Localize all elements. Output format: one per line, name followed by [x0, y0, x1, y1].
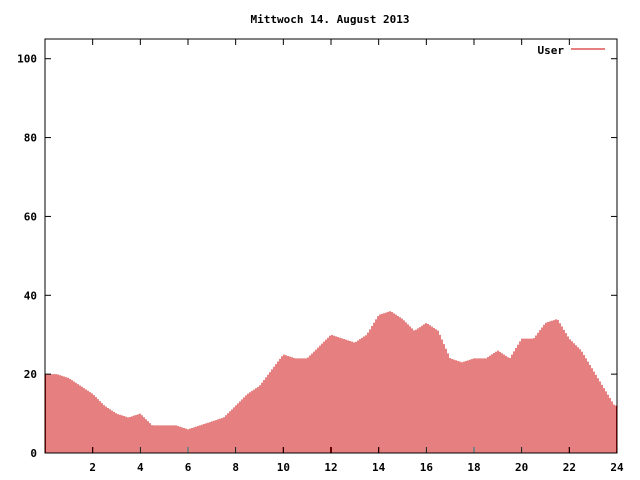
x-tick-label: 12 — [324, 461, 337, 474]
x-tick-label: 18 — [467, 461, 480, 474]
y-tick-label: 40 — [24, 289, 37, 302]
y-axis: 0 20 40 60 80 100 — [17, 53, 617, 460]
y-tick-label: 60 — [24, 210, 37, 223]
x-axis: 2 4 6 8 10 12 14 16 18 20 22 24 — [89, 39, 624, 474]
y-tick-label: 20 — [24, 368, 37, 381]
x-tick-label: 6 — [185, 461, 192, 474]
x-tick-label: 20 — [515, 461, 528, 474]
x-tick-label: 24 — [610, 461, 624, 474]
y-tick-label: 80 — [24, 132, 37, 145]
x-tick-label: 2 — [89, 461, 96, 474]
x-tick-label: 16 — [420, 461, 434, 474]
x-tick-label: 14 — [372, 461, 386, 474]
legend-label-user: User — [538, 44, 565, 57]
x-tick-label: 4 — [137, 461, 144, 474]
bar-series — [45, 311, 617, 453]
x-tick-label: 22 — [563, 461, 576, 474]
x-tick-label: 8 — [232, 461, 239, 474]
chart-title: Mittwoch 14. August 2013 — [251, 13, 410, 26]
y-tick-label: 0 — [30, 447, 37, 460]
legend: User — [538, 44, 605, 57]
y-tick-label: 100 — [17, 53, 37, 66]
x-tick-label: 10 — [277, 461, 290, 474]
